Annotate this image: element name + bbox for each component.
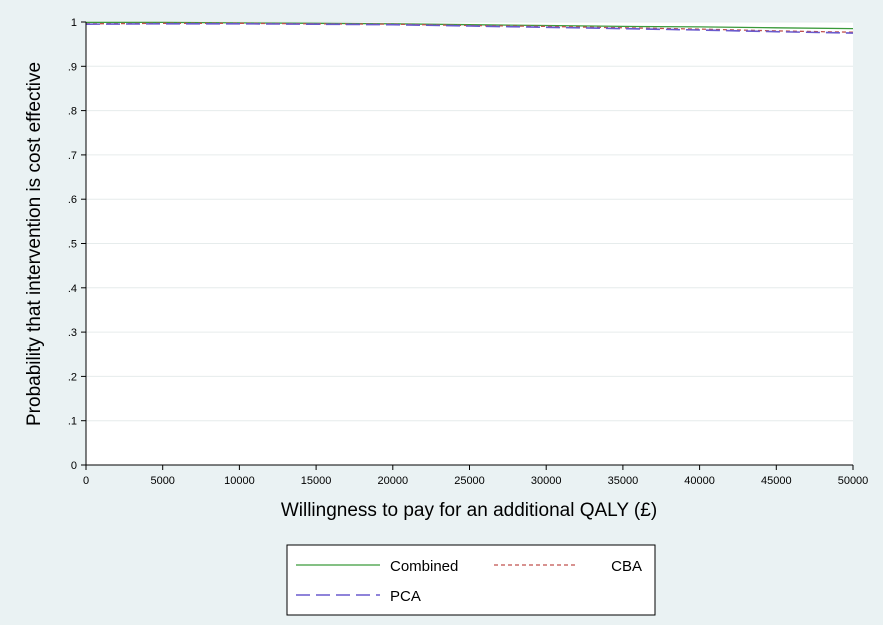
x-tick-label: 5000: [150, 475, 174, 487]
x-tick-label: 20000: [378, 475, 409, 487]
legend-label-pca: PCA: [390, 588, 421, 605]
y-tick-label: 0: [71, 460, 77, 472]
x-tick-label: 10000: [224, 475, 255, 487]
y-tick-label: .2: [68, 371, 77, 383]
x-tick-label: 15000: [301, 475, 332, 487]
y-axis-label: Probability that intervention is cost ef…: [24, 62, 45, 426]
legend-box: [287, 545, 655, 615]
legend-label-combined: Combined: [390, 558, 458, 575]
x-ticks: 0 5000 10000 15000 20000 25000 30000 35000 40000…: [83, 465, 868, 487]
y-tick-label: .4: [68, 283, 77, 295]
y-ticks: 0 .1 .2 .3 .4 .5 .6 .7 .8 .9 1: [68, 17, 86, 472]
y-tick-label: .8: [68, 106, 77, 118]
x-tick-label: 30000: [531, 475, 562, 487]
x-axis-label: Willingness to pay for an additional QAL…: [281, 500, 657, 521]
y-tick-label: .3: [68, 327, 77, 339]
x-tick-label: 0: [83, 475, 89, 487]
y-tick-label: .6: [68, 194, 77, 206]
legend: Combined CBA PCA: [287, 545, 655, 615]
y-tick-label: .5: [68, 239, 77, 251]
x-tick-label: 40000: [684, 475, 715, 487]
x-tick-label: 35000: [608, 475, 639, 487]
x-tick-label: 50000: [838, 475, 869, 487]
x-tick-label: 45000: [761, 475, 792, 487]
y-tick-label: .9: [68, 61, 77, 73]
x-tick-label: 25000: [454, 475, 485, 487]
y-tick-label: .7: [68, 150, 77, 162]
y-tick-label: 1: [71, 17, 77, 29]
legend-label-cba: CBA: [611, 558, 642, 575]
y-tick-label: .1: [68, 416, 77, 428]
